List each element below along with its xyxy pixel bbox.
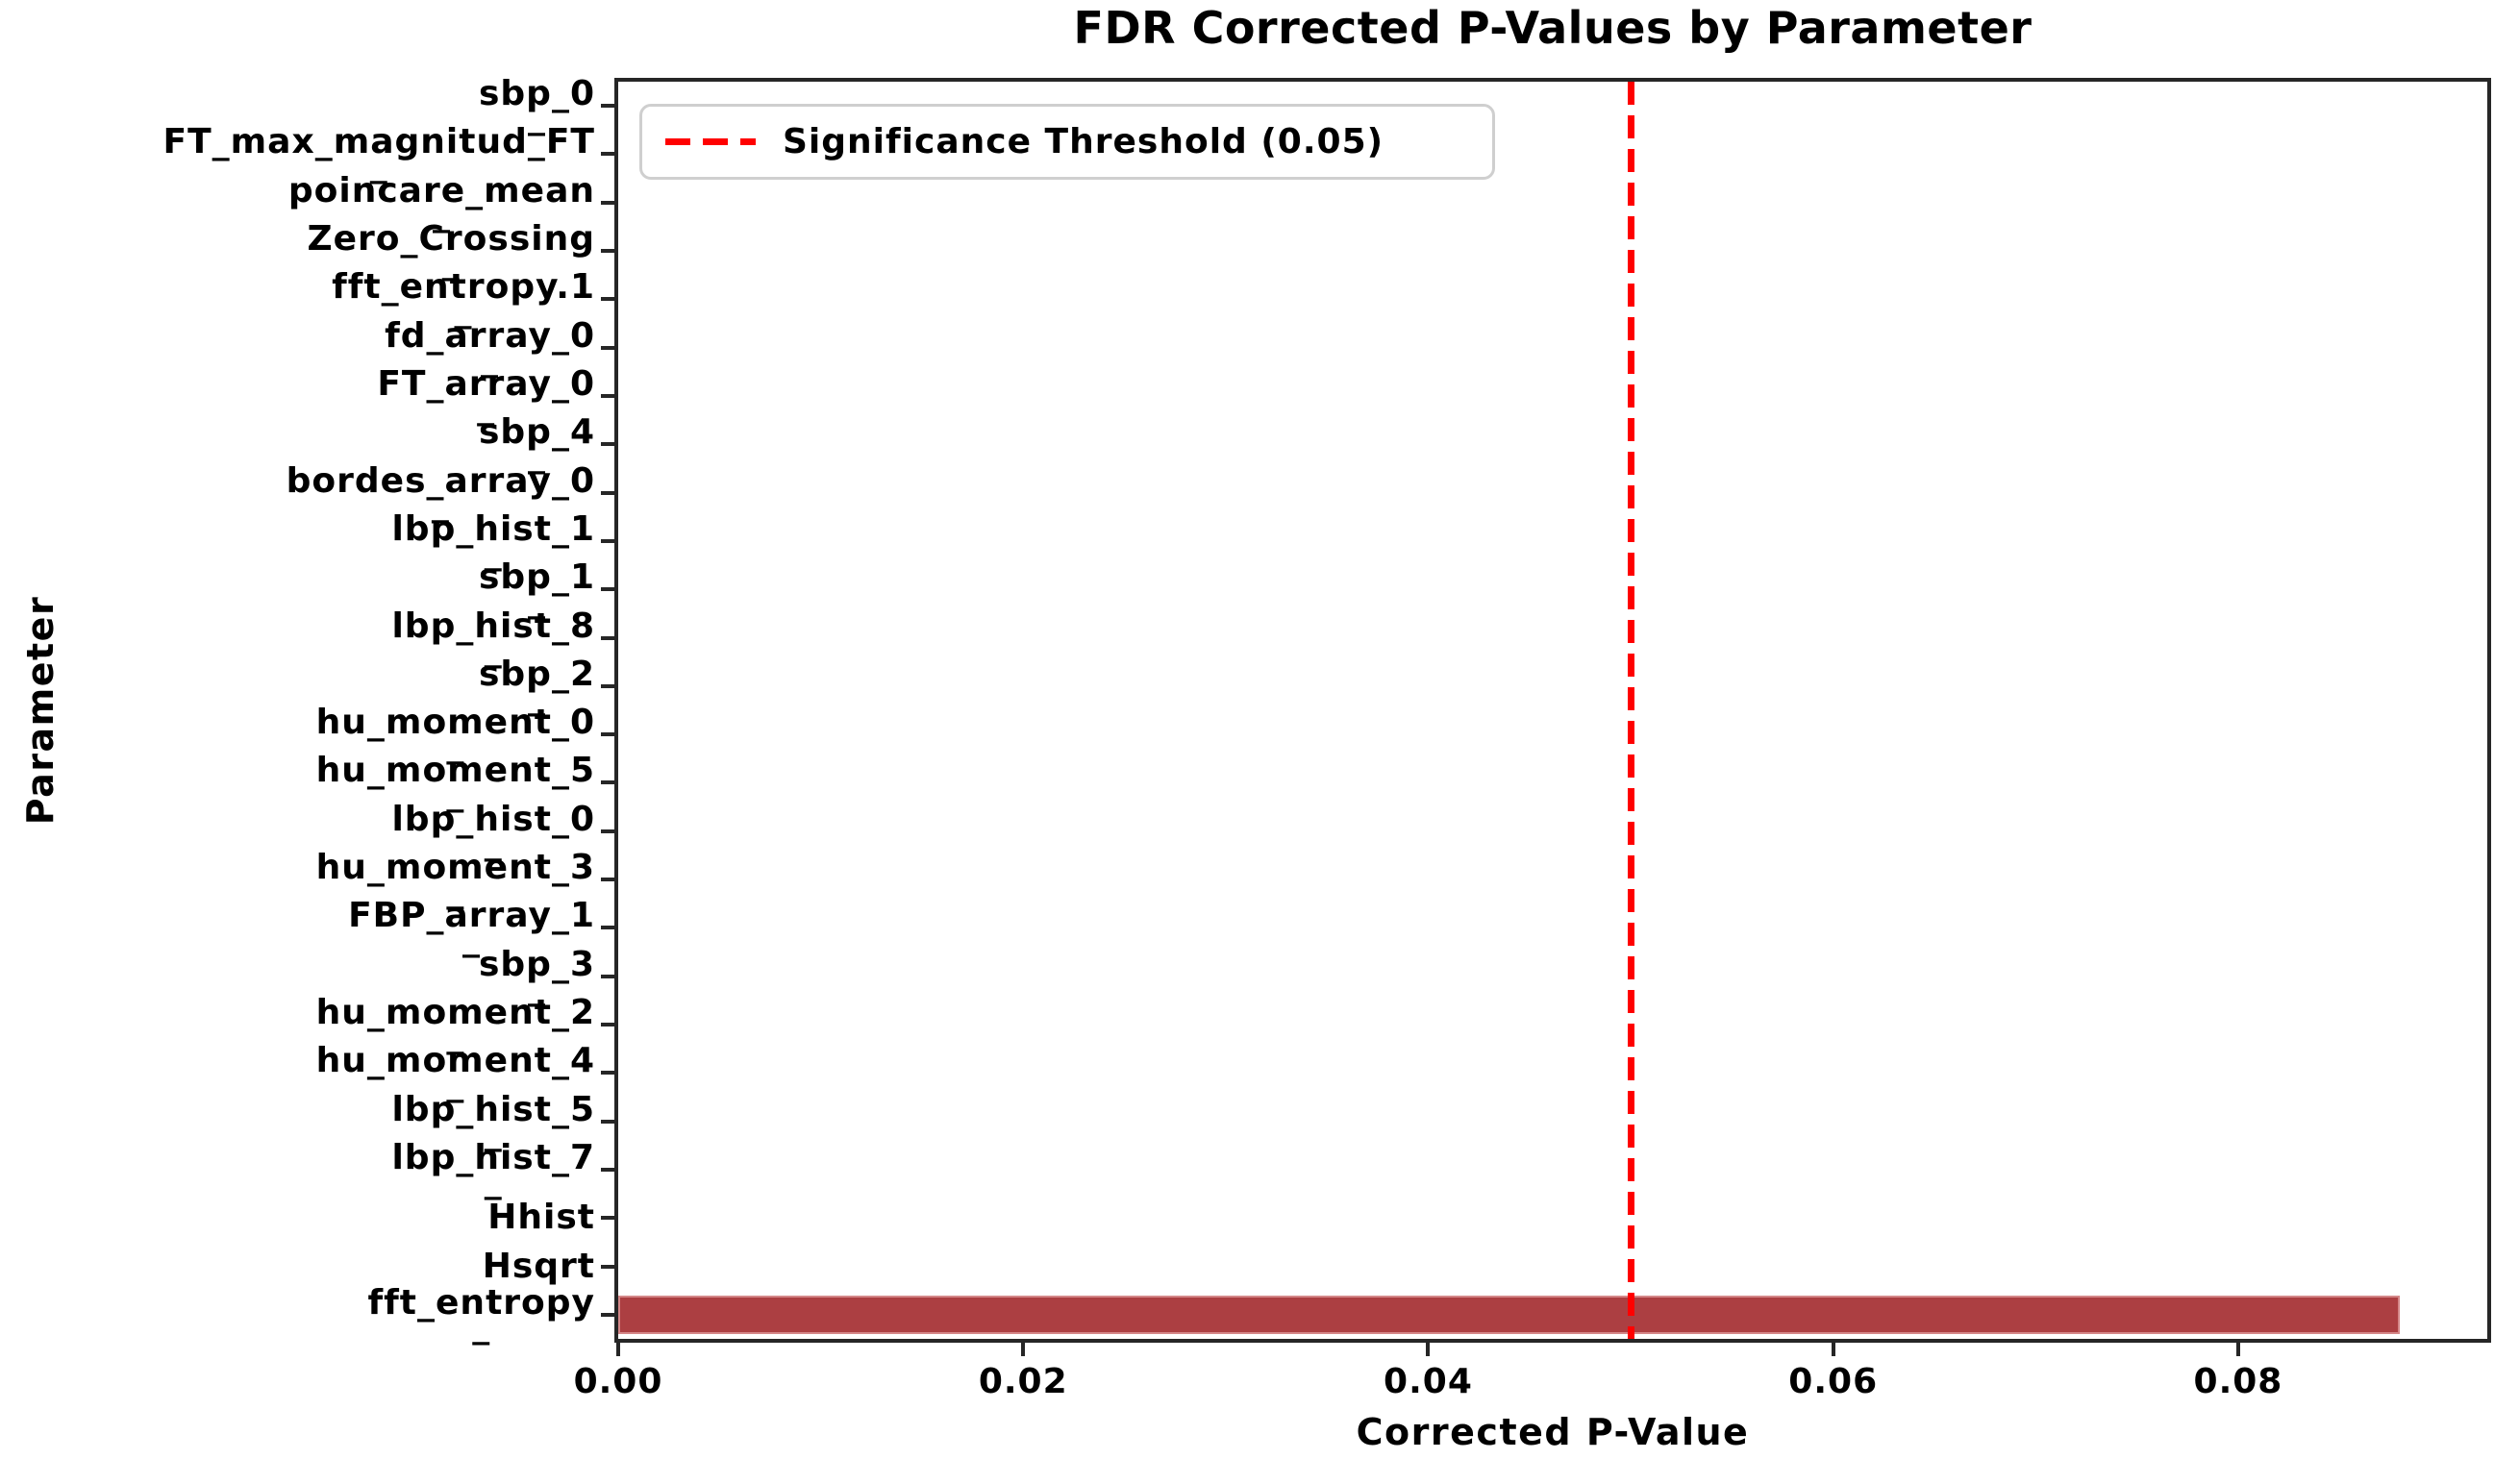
x-tick	[1426, 1343, 1431, 1356]
y-tick-label: lbp_hist_8 _	[391, 606, 595, 669]
y-tick-label: Hsqrt	[482, 1246, 595, 1286]
y-tick	[601, 1119, 614, 1124]
x-tick-label: 0.04	[1384, 1362, 1473, 1401]
y-tick-label: bordes_array_0 _	[286, 460, 595, 524]
x-tick	[1021, 1343, 1026, 1356]
y-tick	[601, 152, 614, 157]
y-tick-label: lbp_hist_0 _	[391, 799, 595, 862]
y-tick-label: fd_array_0 _	[385, 315, 595, 379]
y-tick-label: hu_moment_5 _	[315, 751, 595, 814]
y-tick-label: sbp_3 _	[478, 944, 595, 1007]
y-tick	[601, 442, 614, 447]
y-tick-label: fft_entropy _	[367, 1282, 595, 1346]
y-tick	[601, 538, 614, 543]
y-tick-label: lbp_hist_5 _	[391, 1089, 595, 1152]
x-tick-label: 0.08	[2193, 1362, 2283, 1401]
x-axis-title: Corrected P-Value	[1356, 1411, 1750, 1453]
y-tick-label: poincare_mean _	[287, 170, 595, 234]
y-tick-label: sbp_4 _	[478, 412, 595, 476]
plot-area: Significance Threshold (0.05)	[614, 78, 2491, 1343]
y-tick	[601, 635, 614, 640]
y-tick-label: sbp_1 _	[478, 557, 595, 621]
y-tick-label: Hhist	[487, 1198, 595, 1238]
y-tick-label: lbp_hist_1 _	[391, 508, 595, 572]
y-tick-label: Zero_Crossing _	[307, 219, 595, 283]
y-tick-label: lbp_hist_7 _	[391, 1137, 595, 1200]
y-tick-label: sbp_0 _	[478, 74, 595, 137]
y-tick-label: hu_moment_4 _	[315, 1041, 595, 1104]
y-tick-label: hu_moment_3 _	[315, 848, 595, 911]
y-axis-title: Parameter	[19, 595, 62, 826]
y-tick-label: FBP_array_1 _	[348, 896, 595, 959]
y-tick	[601, 732, 614, 737]
x-tick	[616, 1343, 620, 1356]
x-tick	[2235, 1343, 2240, 1356]
y-tick-label: sbp_2 _	[478, 654, 595, 717]
y-tick	[601, 1167, 614, 1172]
y-tick	[601, 683, 614, 688]
y-tick	[601, 200, 614, 205]
y-tick	[601, 1264, 614, 1269]
y-tick-label: hu_moment_2 _	[315, 993, 595, 1055]
y-tick-label: hu_moment_0 _	[315, 703, 595, 766]
bar-fft_entropy	[618, 1295, 2401, 1334]
y-tick	[601, 1071, 614, 1076]
y-tick	[601, 394, 614, 398]
y-tick	[601, 1216, 614, 1221]
legend: Significance Threshold (0.05)	[639, 104, 1495, 180]
y-tick	[601, 1312, 614, 1317]
y-tick	[601, 829, 614, 833]
legend-dashed-line-icon	[665, 138, 756, 145]
chart-title: FDR Corrected P-Values by Parameter	[1073, 2, 2033, 54]
threshold-line	[1627, 82, 1634, 1339]
x-tick-label: 0.02	[978, 1362, 1068, 1401]
x-tick-label: 0.00	[573, 1362, 663, 1401]
y-tick-label: FT_array_0 _	[377, 364, 595, 427]
y-tick-label: fft_entropy.1 _	[332, 267, 595, 331]
y-tick	[601, 878, 614, 882]
y-tick	[601, 249, 614, 254]
y-tick	[601, 1023, 614, 1026]
y-tick	[601, 780, 614, 785]
y-tick	[601, 490, 614, 495]
x-tick	[1831, 1343, 1835, 1356]
y-tick	[601, 104, 614, 109]
y-tick	[601, 974, 614, 978]
y-tick	[601, 926, 614, 930]
y-tick	[601, 297, 614, 302]
y-tick	[601, 587, 614, 592]
y-tick	[601, 345, 614, 350]
y-tick-label: FT_max_magnitud_FT _	[162, 122, 595, 186]
x-tick-label: 0.06	[1788, 1362, 1879, 1401]
legend-label: Significance Threshold (0.05)	[783, 122, 1384, 161]
